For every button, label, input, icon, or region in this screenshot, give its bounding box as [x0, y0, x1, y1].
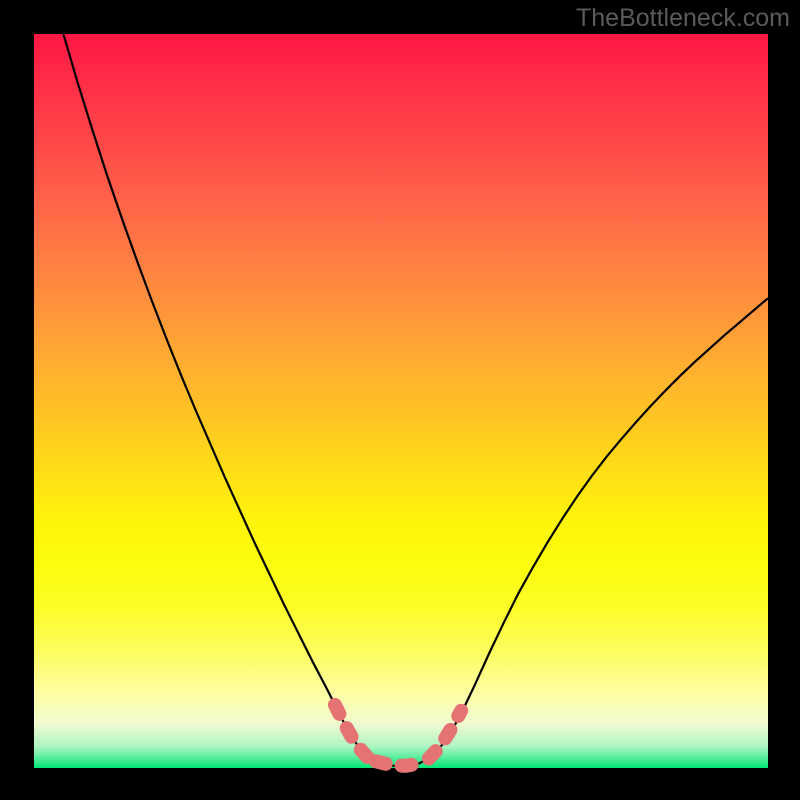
bottleneck-chart	[0, 0, 800, 800]
chart-gradient-background	[34, 34, 768, 768]
watermark-text: TheBottleneck.com	[576, 4, 790, 33]
optimal-range-marker	[376, 761, 419, 765]
